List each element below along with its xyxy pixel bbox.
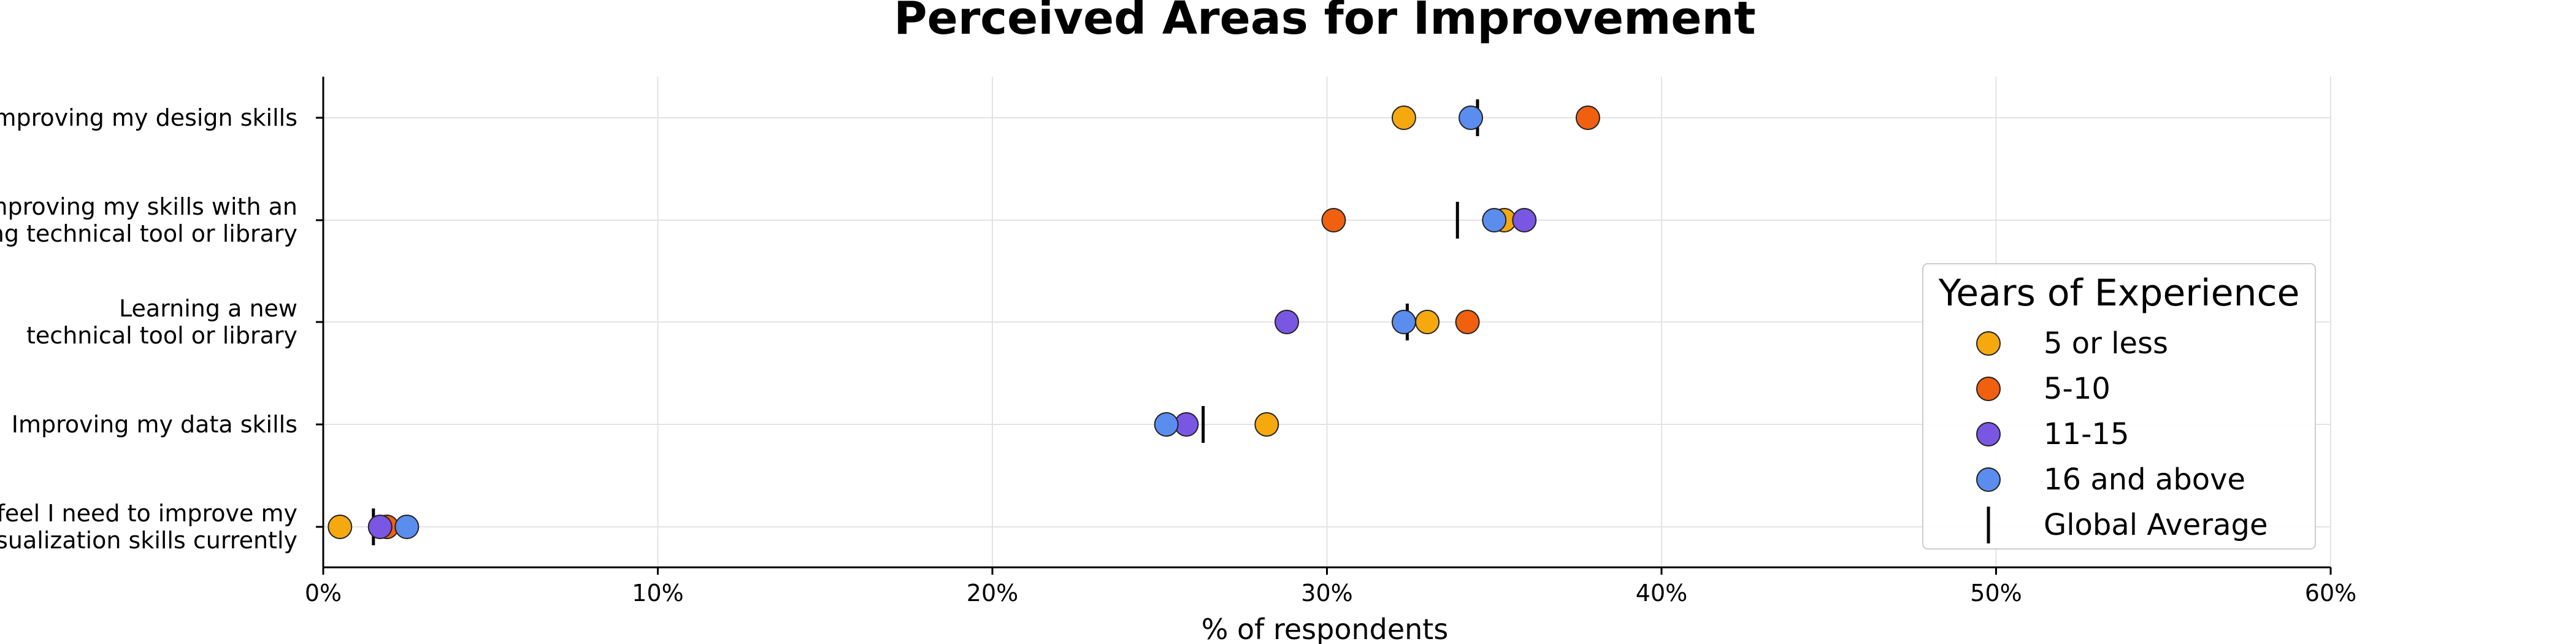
legend-marker: [1976, 467, 2001, 492]
x-tick-label: 30%: [1301, 580, 1352, 607]
y-tick-label: technical tool or library: [26, 322, 297, 349]
legend-box: [1922, 263, 2316, 550]
x-tick-label: 40%: [1636, 580, 1687, 607]
legend-item-label: 16 and above: [2044, 462, 2245, 497]
legend: Years of Experience 5 or less 5-10 11-15 16 …: [1922, 263, 2316, 550]
data-point: [1415, 310, 1440, 334]
y-tick-label: Improving my skills with an: [0, 193, 297, 220]
data-point: [328, 515, 353, 539]
data-point: [367, 515, 393, 539]
legend-item-label: 5-10: [2044, 372, 2110, 406]
data-point: [1512, 208, 1537, 232]
y-tick-label: Improving my data skills: [12, 411, 297, 438]
data-point: [1391, 105, 1416, 130]
axes: [316, 77, 2332, 575]
y-tick-label: Learning a new: [119, 295, 297, 322]
y-tick-label: data visualization skills currently: [0, 527, 297, 554]
x-tick-label: 20%: [967, 580, 1018, 607]
data-point: [1575, 105, 1600, 130]
x-tick-label: 60%: [2305, 580, 2356, 607]
x-axis-label: % of respondents: [1202, 613, 1449, 644]
legend-item-label: 5 or less: [2044, 326, 2168, 361]
data-point: [1455, 310, 1480, 334]
y-tick-label: Improving my design skills: [0, 104, 297, 131]
data-point: [1275, 310, 1300, 334]
legend-marker: [1976, 422, 2001, 447]
legend-marker: [1976, 377, 2001, 401]
x-tick-label: 50%: [1970, 580, 2022, 607]
y-axis-tick-labels: Improving my design skills Improving my s…: [0, 104, 297, 554]
legend-item-label: 11-15: [2044, 417, 2129, 451]
chart-title: Perceived Areas for Improvement: [894, 0, 1755, 45]
data-points: [328, 105, 1600, 539]
data-point: [1482, 208, 1507, 232]
data-point: [1391, 310, 1416, 334]
x-tick-label: 0%: [305, 580, 342, 607]
x-tick-label: 10%: [632, 580, 683, 607]
legend-item-label: Global Average: [2044, 508, 2267, 542]
legend-marker: [1976, 331, 2001, 356]
y-tick-label: I don't feel I need to improve my: [0, 500, 297, 527]
data-point: [1154, 412, 1179, 437]
data-point: [394, 515, 420, 539]
data-point: [1321, 208, 1346, 232]
legend-title: Years of Experience: [1938, 272, 2300, 315]
data-point: [1459, 105, 1484, 130]
y-tick-label: existing technical tool or library: [0, 220, 297, 247]
x-axis-tick-labels: 0% 10% 20% 30% 40% 50% 60%: [305, 580, 2356, 607]
data-point: [1254, 412, 1279, 437]
